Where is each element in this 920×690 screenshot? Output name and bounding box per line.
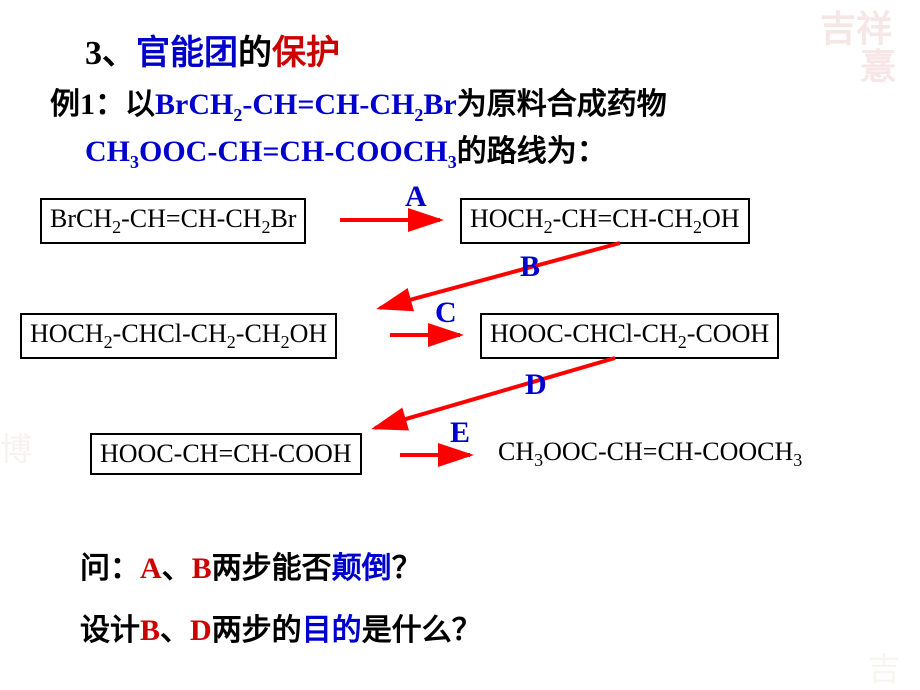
q2-mid: 两步的: [212, 614, 302, 647]
arrow-b: [370, 238, 630, 313]
label-d: D: [525, 368, 547, 402]
question-1: 问：A、B两步能否颠倒？: [80, 543, 890, 587]
question-2: 设计B、D两步的目的是什么？: [80, 605, 890, 649]
slide-content: 3、官能团的保护 例1：以BrCH2-CH=CH-CH2Br为原料合成药物 CH…: [0, 0, 920, 669]
title-red: 保护: [272, 35, 340, 72]
example-line: 例1：以BrCH2-CH=CH-CH2Br为原料合成药物: [50, 79, 890, 126]
title-number: 3、: [85, 35, 136, 72]
q1-suffix: ？: [392, 552, 422, 585]
title-blue: 官能团: [136, 35, 238, 72]
title-black: 的: [238, 35, 272, 72]
label-a: A: [405, 180, 427, 214]
ex-formula: BrCH2-CH=CH-CH2Br: [155, 88, 457, 121]
q2-b: B: [140, 614, 160, 647]
compound-box-5: HOOC-CH=CH-COOH: [90, 433, 362, 475]
arrow-d: [365, 353, 625, 433]
label-b: B: [520, 250, 540, 284]
q1-b: B: [192, 552, 212, 585]
q2-blue: 目的: [302, 614, 362, 647]
q2-d: D: [190, 614, 212, 647]
q1-sep: 、: [162, 552, 192, 585]
q1-a: A: [140, 552, 162, 585]
arrow-c: [390, 323, 470, 348]
route-line: CH3OOC-CH=CH-COOCH3的路线为：: [85, 126, 890, 173]
q1-blue: 颠倒: [332, 552, 392, 585]
title: 3、官能团的保护: [85, 25, 890, 74]
compound-box-3: HOCH2-CHCl-CH2-CH2OH: [20, 313, 337, 359]
route-formula: CH3OOC-CH=CH-COOCH3: [85, 135, 457, 168]
q2-prefix: 设计: [80, 614, 140, 647]
label-e: E: [450, 416, 470, 450]
q1-mid: 两步能否: [212, 552, 332, 585]
compound-box-6: CH3OOC-CH=CH-COOCH3: [490, 433, 810, 475]
q2-sep: 、: [160, 614, 190, 647]
synthesis-diagram: BrCH2-CH=CH-CH2Br A HOCH2-CH=CH-CH2OH B …: [30, 188, 890, 538]
q1-prefix: 问：: [80, 552, 140, 585]
ex-prefix: 例1：以: [50, 88, 155, 121]
route-suffix: 的路线为：: [457, 135, 607, 168]
q2-suffix: 是什么？: [362, 614, 482, 647]
compound-box-1: BrCH2-CH=CH-CH2Br: [40, 198, 306, 244]
label-c: C: [435, 296, 457, 330]
ex-suffix: 为原料合成药物: [457, 88, 667, 121]
arrow-a: [340, 208, 450, 233]
